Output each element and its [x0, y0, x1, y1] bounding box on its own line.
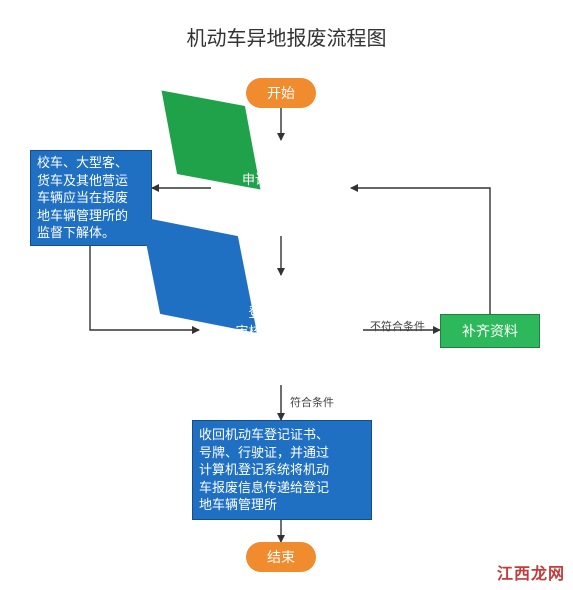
- submit-decision: 申请人至窗口提交申请: [211, 140, 351, 236]
- supplement-label: 补齐资料: [462, 322, 518, 341]
- edge-supplement-up-submit: [351, 188, 490, 314]
- edge-label-pass: 符合条件: [290, 394, 334, 410]
- end-label: 结束: [267, 547, 295, 567]
- watermark-text: 江西龙网: [497, 560, 565, 584]
- end-node: 结束: [246, 542, 316, 572]
- start-node: 开始: [246, 78, 316, 108]
- start-label: 开始: [267, 83, 295, 103]
- collect-process: 收回机动车登记证书、号牌、行驶证，并通过计算机登记系统将机动车报废信息传递给登记…: [192, 420, 372, 520]
- sidebox-label: 校车、大型客、货车及其他营运车辆应当在报废地车辆管理所的监督下解体。: [37, 154, 128, 242]
- edge-label-fail: 不符合条件: [370, 318, 425, 334]
- collect-label: 收回机动车登记证书、号牌、行驶证，并通过计算机登记系统将机动车报废信息传递给登记…: [199, 426, 329, 514]
- review-decision: 登记审核岗审核申请人提交的申请资料: [199, 275, 363, 385]
- diagram-title: 机动车异地报废流程图: [0, 22, 573, 51]
- supplement-process: 补齐资料: [440, 314, 540, 348]
- review-label: 登记审核岗审核申请人提交的申请资料: [199, 275, 363, 385]
- sidebox-process: 校车、大型客、货车及其他营运车辆应当在报废地车辆管理所的监督下解体。: [30, 150, 152, 246]
- submit-label: 申请人至窗口提交申请: [211, 140, 351, 236]
